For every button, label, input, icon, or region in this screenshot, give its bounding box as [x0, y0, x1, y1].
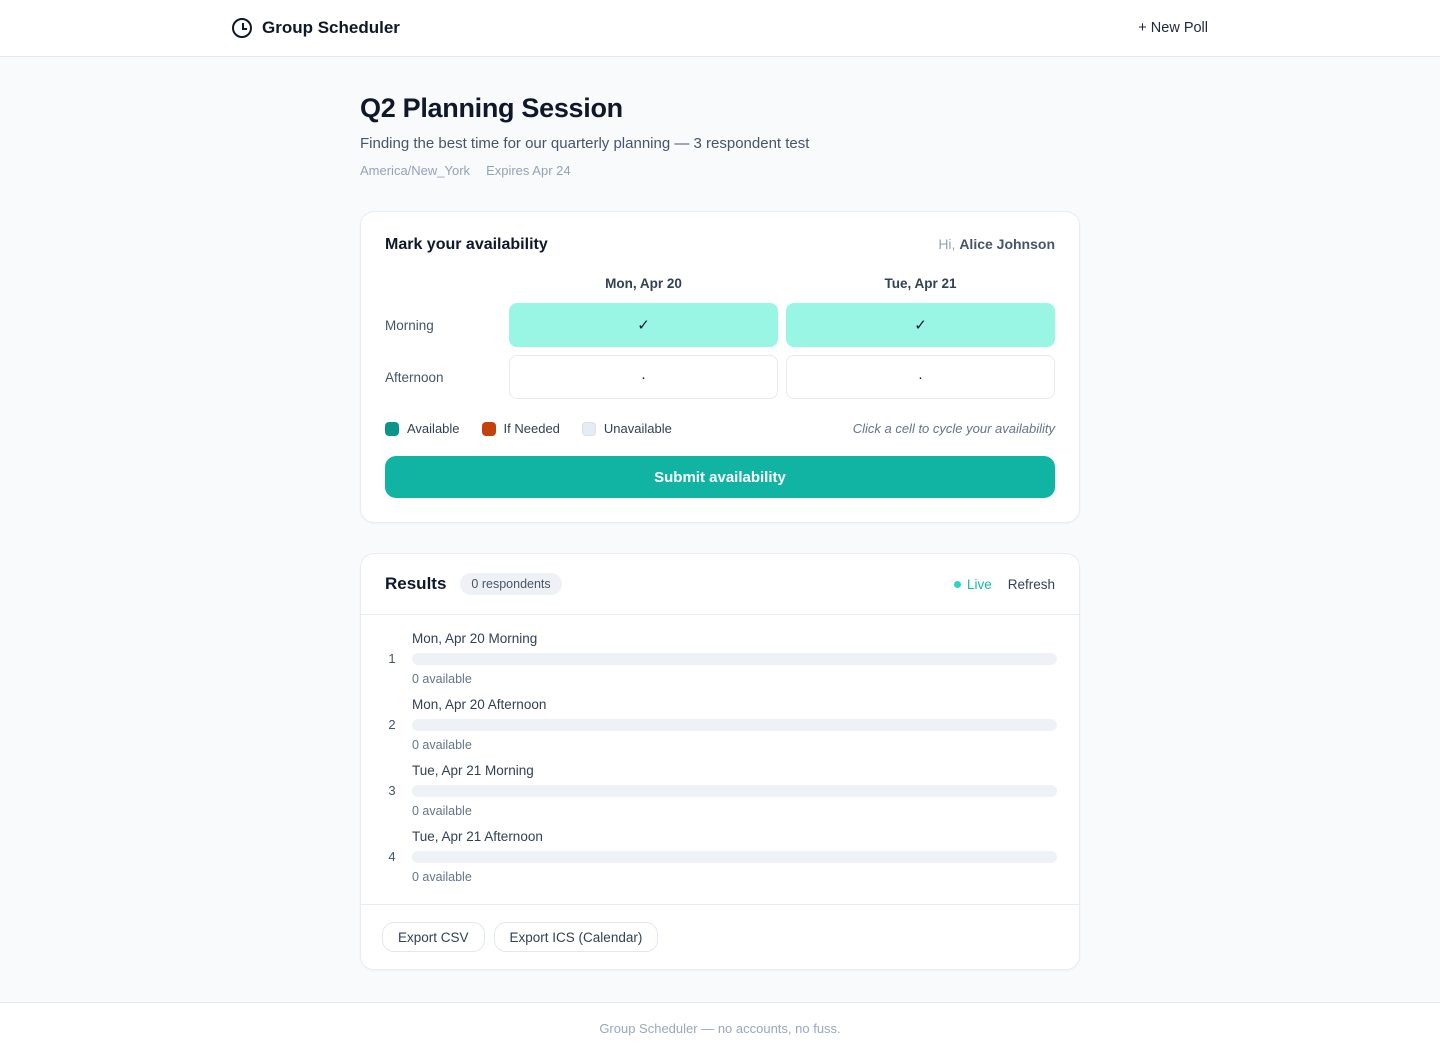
availability-heading: Mark your availability — [385, 236, 548, 253]
slot-row: 1 Mon, Apr 20 Morning 0 available — [385, 631, 1057, 686]
row-label-afternoon: Afternoon — [385, 369, 444, 385]
poll-timezone: America/New_York — [360, 163, 471, 178]
top-bar: Group Scheduler + New Poll — [0, 0, 1440, 57]
slot-row: 2 Mon, Apr 20 Afternoon 0 available — [385, 697, 1057, 752]
refresh-button[interactable]: Refresh — [1007, 576, 1055, 592]
slot-available-count: 0 available — [412, 804, 472, 818]
column-header-day: Mon, Apr 20 — [605, 276, 682, 291]
legend-item: If Needed — [481, 421, 560, 436]
app-title: Group Scheduler — [262, 18, 400, 37]
poll-description: Finding the best time for our quarterly … — [360, 135, 810, 152]
poll-expiry: Expires Apr 24 — [486, 163, 571, 178]
slot-label: Mon, Apr 20 Afternoon — [412, 697, 547, 712]
slot-rank: 3 — [388, 783, 396, 798]
slot-rank: 4 — [388, 849, 396, 864]
slot-body: Mon, Apr 20 Afternoon 0 available — [412, 697, 1057, 752]
legend: Available If Needed Unavailable — [385, 421, 672, 436]
availability-cell[interactable]: ✓ — [509, 303, 778, 347]
legend-swatch-icon — [481, 421, 496, 436]
row-label-morning: Morning — [385, 317, 434, 333]
main-content: Q2 Planning Session Finding the best tim… — [0, 57, 1440, 1002]
new-poll-link[interactable]: + New Poll — [1138, 20, 1208, 36]
slot-rank: 2 — [388, 717, 396, 732]
slot-label: Tue, Apr 21 Morning — [412, 763, 534, 778]
slot-body: Mon, Apr 20 Morning 0 available — [412, 631, 1057, 686]
slot-progress-bar — [412, 785, 1057, 797]
slot-row: 4 Tue, Apr 21 Afternoon 0 available — [385, 829, 1057, 884]
live-indicator: Live — [953, 577, 992, 592]
legend-label: If Needed — [503, 421, 560, 436]
export-csv-button[interactable]: Export CSV — [382, 922, 485, 952]
live-dot-icon — [953, 580, 961, 588]
legend-label: Available — [407, 421, 460, 436]
results-heading: Results — [385, 574, 447, 593]
slot-progress-bar — [412, 653, 1057, 665]
cycle-hint: Click a cell to cycle your availability — [852, 421, 1055, 436]
availability-grid: Mon, Apr 20 Tue, Apr 21 Morning ✓ ✓ Afternoon… — [385, 276, 1055, 399]
export-ics-button[interactable]: Export ICS (Calendar) — [493, 922, 659, 952]
column-header-day: Tue, Apr 21 — [884, 276, 957, 291]
submit-availability-button[interactable]: Submit availability — [385, 456, 1055, 498]
legend-swatch-icon — [581, 421, 596, 436]
slot-body: Tue, Apr 21 Morning 0 available — [412, 763, 1057, 818]
slot-progress-bar — [412, 719, 1057, 731]
slot-list: 1 Mon, Apr 20 Morning 0 available 2 Mon, Apr… — [361, 615, 1079, 904]
availability-cell[interactable]: ✓ — [786, 303, 1055, 347]
user-name: Alice Johnson — [959, 236, 1055, 252]
results-card: Results 0 respondents Live Refresh 1 Mon,… — [360, 553, 1080, 970]
slot-label: Mon, Apr 20 Morning — [412, 631, 538, 646]
greeting: Hi, Alice Johnson — [938, 236, 1055, 252]
footer-text: Group Scheduler — no accounts, no fuss. — [599, 1020, 841, 1036]
respondents-badge: 0 respondents — [460, 573, 562, 595]
legend-item: Unavailable — [581, 421, 672, 436]
slot-progress-bar — [412, 851, 1057, 863]
export-row: Export CSV Export ICS (Calendar) — [361, 904, 1079, 969]
availability-cell[interactable]: · — [509, 355, 778, 399]
slot-available-count: 0 available — [412, 870, 472, 884]
slot-row: 3 Tue, Apr 21 Morning 0 available — [385, 763, 1057, 818]
slot-label: Tue, Apr 21 Afternoon — [412, 829, 543, 844]
availability-card: Mark your availability Hi, Alice Johnson… — [360, 211, 1080, 523]
slot-body: Tue, Apr 21 Afternoon 0 available — [412, 829, 1057, 884]
clock-icon — [232, 18, 252, 38]
footer: Group Scheduler — no accounts, no fuss. — [0, 1002, 1440, 1053]
results-header: Results 0 respondents Live Refresh — [361, 554, 1079, 615]
slot-available-count: 0 available — [412, 738, 472, 752]
availability-cell[interactable]: · — [786, 355, 1055, 399]
legend-item: Available — [385, 421, 460, 436]
slot-rank: 1 — [388, 651, 396, 666]
poll-meta: America/New_York Expires Apr 24 — [360, 163, 1080, 178]
legend-swatch-icon — [385, 421, 399, 436]
slot-available-count: 0 available — [412, 672, 472, 686]
brand: Group Scheduler — [232, 18, 400, 38]
legend-label: Unavailable — [603, 421, 672, 436]
page-title: Q2 Planning Session — [360, 93, 623, 123]
